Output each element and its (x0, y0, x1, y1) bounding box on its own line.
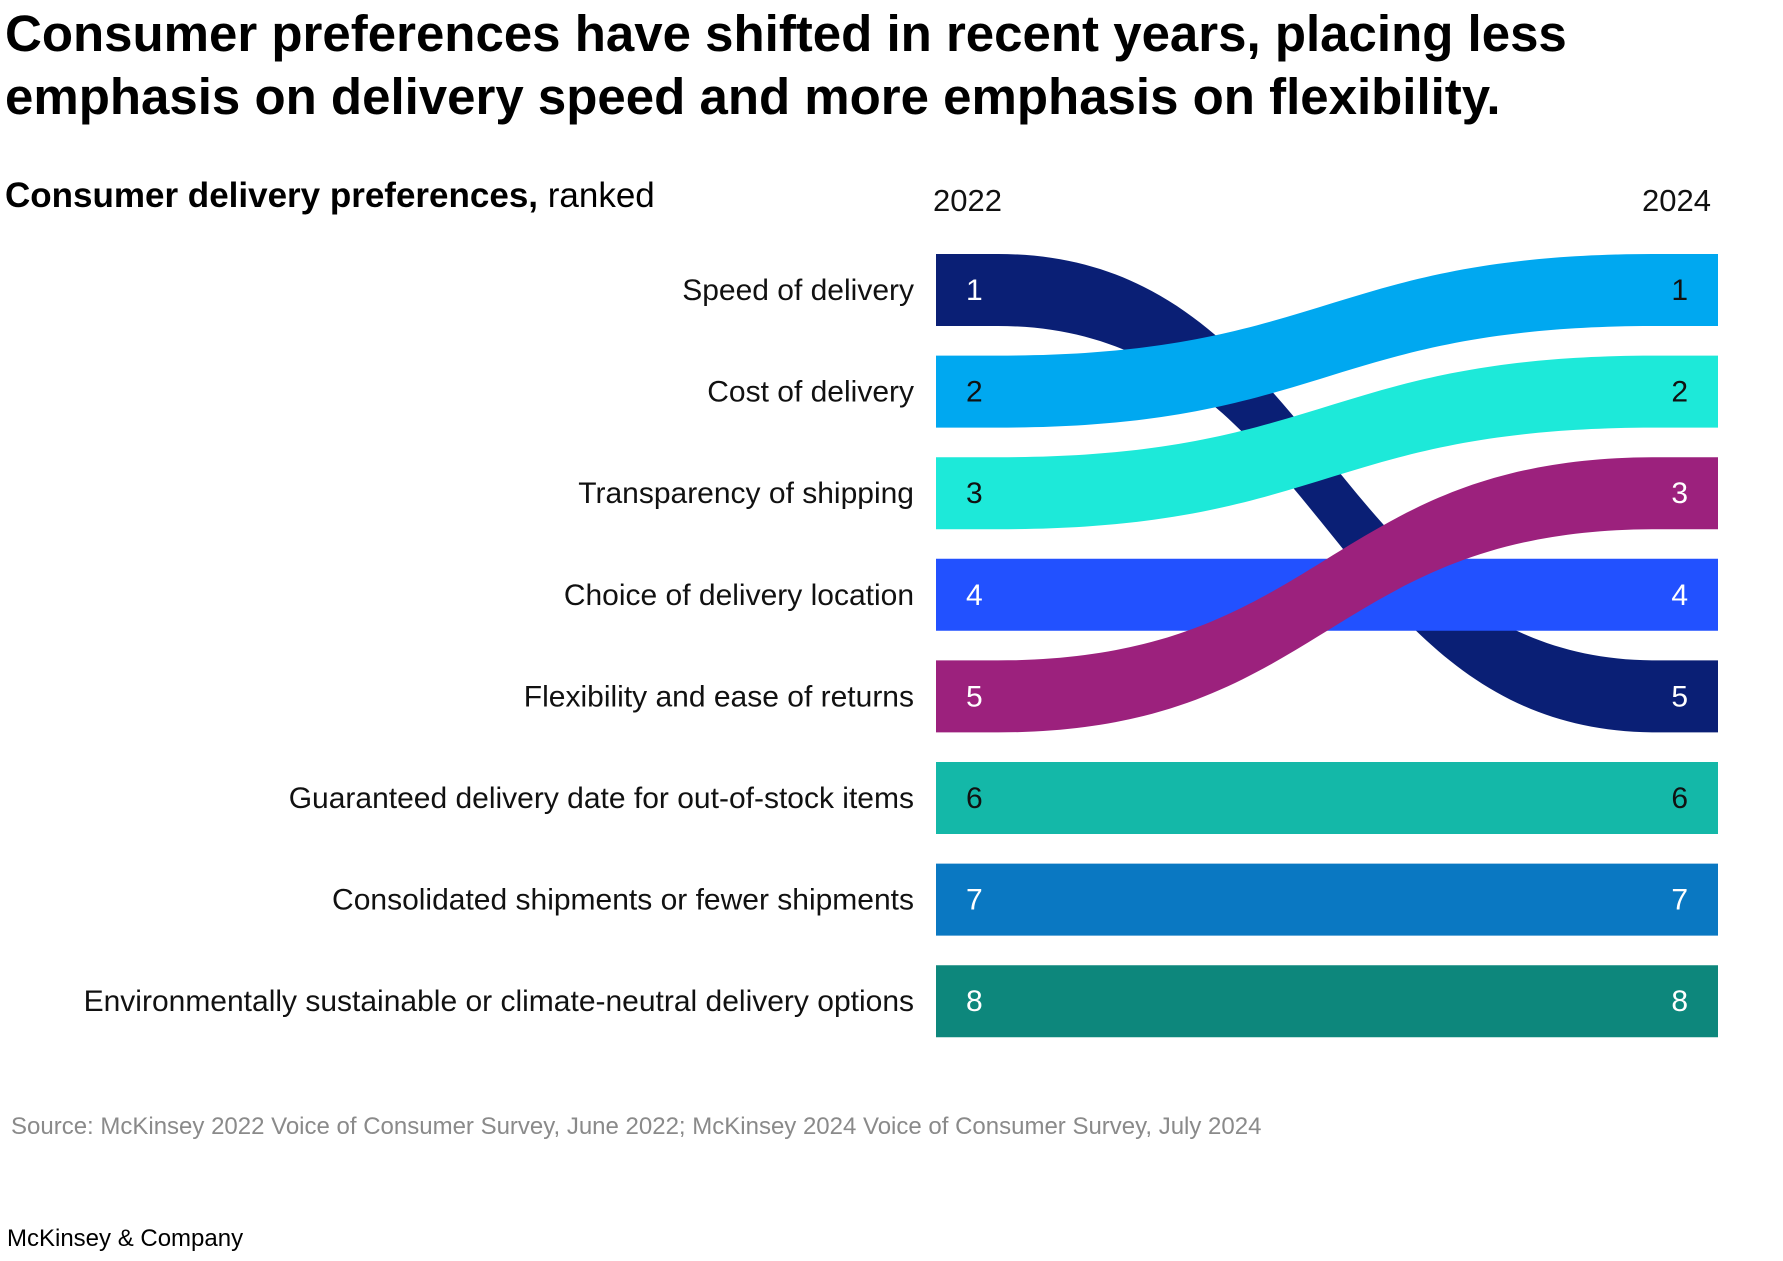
year-label-2022: 2022 (933, 183, 1002, 218)
rank-label-2024: 7 (1671, 884, 1688, 917)
rank-label-2024: 2 (1671, 376, 1688, 409)
rank-label-2024: 8 (1671, 985, 1688, 1018)
ribbon-7 (936, 863, 1718, 936)
category-label: Consolidated shipments or fewer shipment… (332, 884, 914, 917)
rank-label-2024: 6 (1671, 782, 1688, 815)
brand-name: McKinsey & Company (7, 1225, 243, 1252)
category-label: Flexibility and ease of returns (524, 680, 914, 713)
rank-label-2022: 4 (966, 579, 983, 612)
ribbon-5 (936, 457, 1718, 733)
ribbon-8 (936, 965, 1718, 1038)
source-note: Source: McKinsey 2022 Voice of Consumer … (11, 1113, 1261, 1140)
chart-subtitle-bold: Consumer delivery preferences, (5, 176, 538, 215)
rank-label-2022: 2 (966, 376, 983, 409)
category-label: Guaranteed delivery date for out-of-stoc… (289, 782, 914, 815)
ribbon-3 (936, 355, 1718, 530)
ribbons-layer (936, 254, 1718, 1038)
labels-layer: Speed of delivery Cost of delivery Transpa… (84, 183, 1711, 1018)
rank-label-2022: 1 (966, 274, 983, 307)
rank-label-2022: 6 (966, 782, 983, 815)
category-label: Choice of delivery location (564, 579, 914, 612)
rank-label-2022: 3 (966, 477, 983, 510)
ribbon-1 (936, 254, 1718, 733)
ribbon-2 (936, 254, 1718, 428)
rank-label-2024: 5 (1671, 680, 1688, 713)
rank-label-2022: 7 (966, 884, 983, 917)
category-label: Cost of delivery (707, 376, 914, 409)
category-label: Speed of delivery (682, 274, 914, 307)
rank-label-2022: 8 (966, 985, 983, 1018)
rank-label-2024: 3 (1671, 477, 1688, 510)
category-label: Environmentally sustainable or climate-n… (84, 985, 914, 1018)
year-label-2024: 2024 (1642, 183, 1711, 218)
chart-subtitle: Consumer delivery preferences, ranked (5, 176, 655, 215)
chart-headline: Consumer preferences have shifted in rec… (5, 5, 1567, 125)
category-label: Transparency of shipping (578, 477, 914, 510)
rank-label-2024: 1 (1671, 274, 1688, 307)
rank-label-2024: 4 (1671, 579, 1688, 612)
rank-label-2022: 5 (966, 680, 983, 713)
chart-subtitle-normal: ranked (538, 176, 655, 215)
ribbon-6 (936, 762, 1718, 834)
